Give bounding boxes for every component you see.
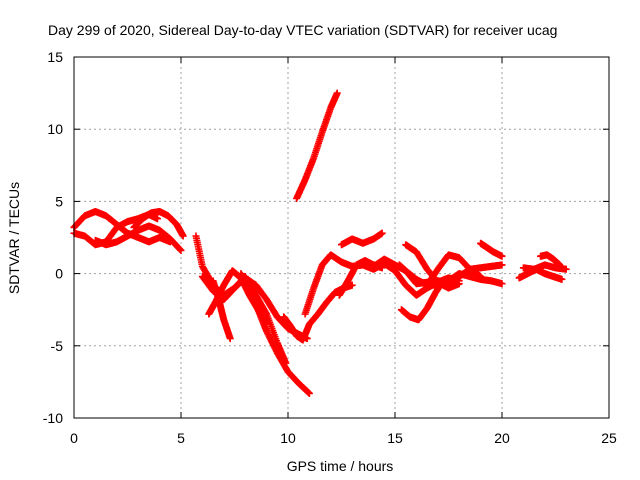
data-point-marker xyxy=(333,89,341,97)
x-tick-label: 0 xyxy=(70,430,78,446)
series-track-23 xyxy=(537,251,564,269)
axis-ticks: 0 5 10 15 20 25 -10 -5 0 5 10 15 xyxy=(43,49,617,446)
x-axis-label: GPS time / hours xyxy=(287,458,394,474)
data-point-marker xyxy=(477,272,485,280)
chart-title: Day 299 of 2020, Sidereal Day-to-day VTE… xyxy=(48,22,557,38)
data-point-marker xyxy=(455,280,463,288)
data-point-marker xyxy=(378,264,386,272)
data-point-marker xyxy=(558,275,566,283)
x-tick-label: 25 xyxy=(601,430,617,446)
x-tick-label: 15 xyxy=(387,430,403,446)
data-point-marker xyxy=(305,389,313,397)
plot-frame xyxy=(73,56,610,419)
data-point-marker xyxy=(498,280,506,288)
data-point-marker xyxy=(177,246,185,254)
data-point-marker xyxy=(348,281,356,289)
y-tick-label: 0 xyxy=(55,266,63,282)
series-track-14 xyxy=(338,229,386,249)
series-track-18 xyxy=(397,275,448,324)
series-track-19 xyxy=(423,251,485,289)
x-tick-label: 20 xyxy=(494,430,510,446)
data-point-marker xyxy=(378,229,386,237)
y-tick-label: 5 xyxy=(55,193,63,209)
x-tick-label: 10 xyxy=(280,430,296,446)
data-point-marker xyxy=(440,275,448,283)
data-point-marker xyxy=(153,215,161,223)
series-track-4 xyxy=(130,208,187,240)
series-track-17 xyxy=(402,241,463,292)
data-point-marker xyxy=(556,261,564,269)
y-axis-label: SDTVAR / TECUs xyxy=(6,182,22,294)
series-track-9 xyxy=(237,270,313,397)
data-point-marker xyxy=(498,252,506,260)
grid xyxy=(74,57,609,418)
data-point-marker xyxy=(179,232,187,240)
data-points xyxy=(70,89,570,397)
series-track-22 xyxy=(519,261,570,273)
y-tick-label: -5 xyxy=(51,338,64,354)
series-track-20 xyxy=(477,239,506,260)
y-tick-label: 10 xyxy=(47,121,63,137)
data-point-marker xyxy=(498,261,506,269)
data-point-marker xyxy=(562,265,570,273)
data-point-marker xyxy=(226,335,234,343)
y-tick-label: 15 xyxy=(47,49,63,65)
x-tick-label: 5 xyxy=(177,430,185,446)
series-track-11 xyxy=(293,89,341,203)
y-tick-label: -10 xyxy=(43,410,63,426)
